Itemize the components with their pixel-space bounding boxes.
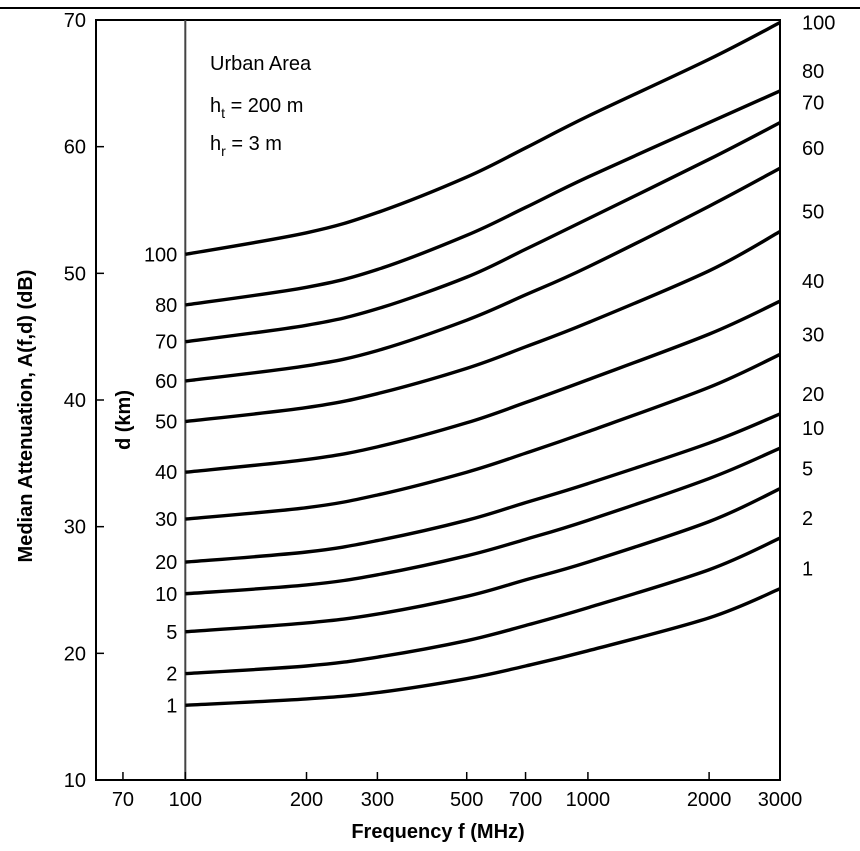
x-tick-label: 100 (169, 789, 202, 811)
x-tick-label: 700 (509, 789, 542, 811)
x-tick-label: 3000 (758, 789, 803, 811)
y-axis-title: Median Attenuation, A(f,d) (dB) (15, 270, 37, 563)
y-tick-label: 50 (64, 263, 86, 285)
annotation-hr: hr = 3 m (210, 133, 282, 159)
curve-group (185, 21, 781, 707)
curve-d-40 (185, 299, 781, 474)
annotation-hr-sub: r (221, 143, 226, 159)
curve-left-label-40: 40 (155, 462, 177, 484)
curve-left-label-20: 20 (155, 552, 177, 574)
curve-right-label-20: 20 (802, 384, 824, 406)
y-tick-label: 10 (64, 770, 86, 792)
curve-right-label-60: 60 (802, 138, 824, 160)
curve-axis-title: d (km) (113, 390, 135, 450)
curve-d-70 (185, 121, 781, 344)
annotation-hr-h: h (210, 133, 221, 155)
curve-left-label-100: 100 (144, 244, 177, 266)
curve-left-label-5: 5 (166, 622, 177, 644)
annotation-block: Urban Area ht = 200 m hr = 3 m (210, 53, 312, 159)
annotation-urban-area: Urban Area (210, 53, 312, 75)
annotation-hr-value: = 3 m (226, 133, 282, 155)
curve-left-label-30: 30 (155, 509, 177, 531)
x-axis-title: Frequency f (MHz) (351, 821, 524, 843)
curve-d-20 (185, 412, 781, 564)
axis-ticks: 70 100 200 300 500 700 1000 2000 3000 10 20 30 40 50 6… (64, 10, 803, 811)
curve-left-label-1: 1 (166, 695, 177, 717)
x-tick-label: 2000 (687, 789, 732, 811)
annotation-ht-sub: t (221, 105, 225, 121)
y-tick-label: 70 (64, 10, 86, 32)
curve-left-label-10: 10 (155, 584, 177, 606)
y-tick-label: 20 (64, 643, 86, 665)
y-tick-label: 30 (64, 517, 86, 539)
curve-right-label-70: 70 (802, 93, 824, 115)
x-tick-label: 70 (112, 789, 134, 811)
curve-right-label-1: 1 (802, 559, 813, 581)
curve-d-5 (185, 487, 781, 634)
curve-right-label-30: 30 (802, 324, 824, 346)
annotation-ht-h: h (210, 95, 221, 117)
curve-left-label-70: 70 (155, 332, 177, 354)
curve-left-label-2: 2 (166, 664, 177, 686)
x-tick-label: 1000 (566, 789, 611, 811)
y-tick-label: 60 (64, 137, 86, 159)
curve-right-label-10: 10 (802, 418, 824, 440)
x-tick-label: 200 (290, 789, 323, 811)
annotation-ht-value: = 200 m (225, 95, 303, 117)
curve-left-label-50: 50 (155, 412, 177, 434)
curve-d-1 (185, 587, 781, 707)
curve-d-80 (185, 89, 781, 307)
y-tick-label: 40 (64, 390, 86, 412)
x-tick-label: 500 (450, 789, 483, 811)
curve-right-label-100: 100 (802, 13, 835, 35)
curve-d-2 (185, 536, 781, 676)
curve-left-label-80: 80 (155, 295, 177, 317)
curve-right-label-40: 40 (802, 271, 824, 293)
curve-d-50 (185, 230, 781, 424)
curve-right-label-50: 50 (802, 202, 824, 224)
annotation-ht: ht = 200 m (210, 95, 303, 121)
curve-right-label-5: 5 (802, 459, 813, 481)
curve-d-10 (185, 446, 781, 596)
curve-right-label-80: 80 (802, 61, 824, 83)
curve-d-100 (185, 21, 781, 257)
curve-d-30 (185, 352, 781, 521)
curve-left-label-60: 60 (155, 371, 177, 393)
x-tick-label: 300 (361, 789, 394, 811)
label-group: 1 1 2 2 5 5 10 10 20 20 30 30 40 40 50 50 60 60 70 70 80 80 10… (144, 13, 835, 718)
curve-d-60 (185, 166, 781, 383)
curve-right-label-2: 2 (802, 508, 813, 530)
